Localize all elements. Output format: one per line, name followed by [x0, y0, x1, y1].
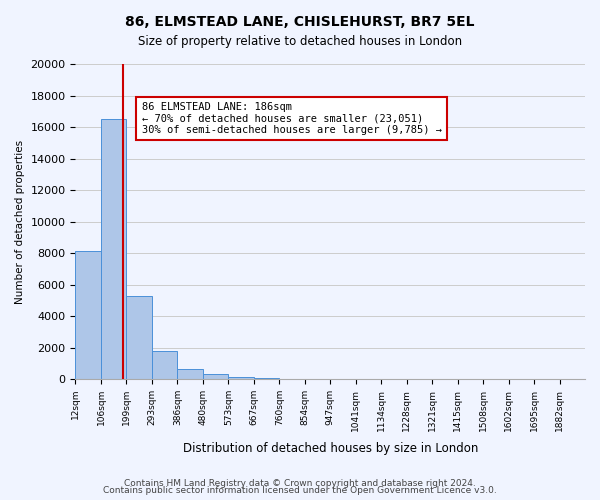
Bar: [178, 369, 203, 379]
Bar: [152, 350, 178, 379]
Text: 86, ELMSTEAD LANE, CHISLEHURST, BR7 5EL: 86, ELMSTEAD LANE, CHISLEHURST, BR7 5EL: [125, 15, 475, 29]
Bar: [254, 378, 279, 379]
Y-axis label: Number of detached properties: Number of detached properties: [15, 140, 25, 304]
Bar: [203, 374, 228, 379]
Text: Size of property relative to detached houses in London: Size of property relative to detached ho…: [138, 35, 462, 48]
Bar: [101, 119, 127, 379]
X-axis label: Distribution of detached houses by size in London: Distribution of detached houses by size …: [182, 442, 478, 455]
Text: Contains public sector information licensed under the Open Government Licence v3: Contains public sector information licen…: [103, 486, 497, 495]
Text: 86 ELMSTEAD LANE: 186sqm
← 70% of detached houses are smaller (23,051)
30% of se: 86 ELMSTEAD LANE: 186sqm ← 70% of detach…: [142, 102, 442, 135]
Bar: [76, 252, 101, 379]
Text: Contains HM Land Registry data © Crown copyright and database right 2024.: Contains HM Land Registry data © Crown c…: [124, 478, 476, 488]
Bar: [228, 376, 254, 379]
Bar: [127, 296, 152, 379]
